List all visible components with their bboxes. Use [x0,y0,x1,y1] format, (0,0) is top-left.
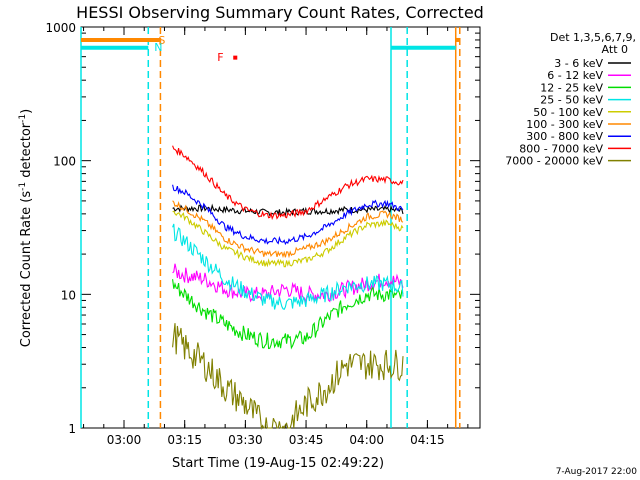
annotation-f: F [217,51,223,64]
series-line [172,200,404,259]
y-axis: 1 10 100 1000 [45,21,480,436]
x-tick-label: 03:45 [289,433,324,447]
series-line [172,223,404,311]
series-line [172,323,404,430]
series-line [172,279,404,350]
state-lines [80,27,461,428]
annotation-n: N [154,41,162,54]
x-axis: 03:00 03:15 03:30 03:45 04:00 04:15 [83,27,469,447]
x-tick-label: 04:00 [349,433,384,447]
series-lines [172,145,404,430]
y-tick-label: 100 [53,155,76,169]
x-tick-label: 03:15 [167,433,202,447]
footer-date: 7-Aug-2017 22:00 [556,467,638,477]
plot-frame [80,26,481,429]
legend-label: 12 - 25 keV [540,81,603,94]
legend-label: 100 - 300 keV [526,118,603,131]
y-tick-label: 1 [68,422,76,436]
legend-label: 25 - 50 keV [540,94,603,107]
legend-label: 800 - 7000 keV [519,142,603,155]
legend-label: 300 - 800 keV [526,130,603,143]
legend-header-1: Det 1,3,5,6,7,9, [550,31,636,44]
y-axis-label: Corrected Count Rate (s-1 detector-1) [18,109,34,347]
legend-label: 50 - 100 keV [533,106,603,119]
series-line [172,145,404,221]
state-bars [81,37,460,60]
state-annotations: SN F [154,34,223,64]
legend-header-2: Att 0 [602,43,628,56]
annotation-s: S [158,34,165,47]
x-tick-label: 03:00 [107,433,142,447]
x-tick-label: 03:30 [228,433,263,447]
y-tick-label: 10 [61,288,76,302]
y-tick-label: 1000 [45,21,76,35]
legend-label: 3 - 6 keV [554,57,603,70]
chart-title: HESSI Observing Summary Count Rates, Cor… [76,3,484,22]
series-line [172,210,404,268]
x-axis-label: Start Time (19-Aug-15 02:49:22) [172,456,384,471]
legend-label: 7000 - 20000 keV [505,155,603,168]
x-tick-label: 04:15 [410,433,445,447]
legend-label: 6 - 12 keV [547,69,603,82]
series-line [172,184,404,246]
